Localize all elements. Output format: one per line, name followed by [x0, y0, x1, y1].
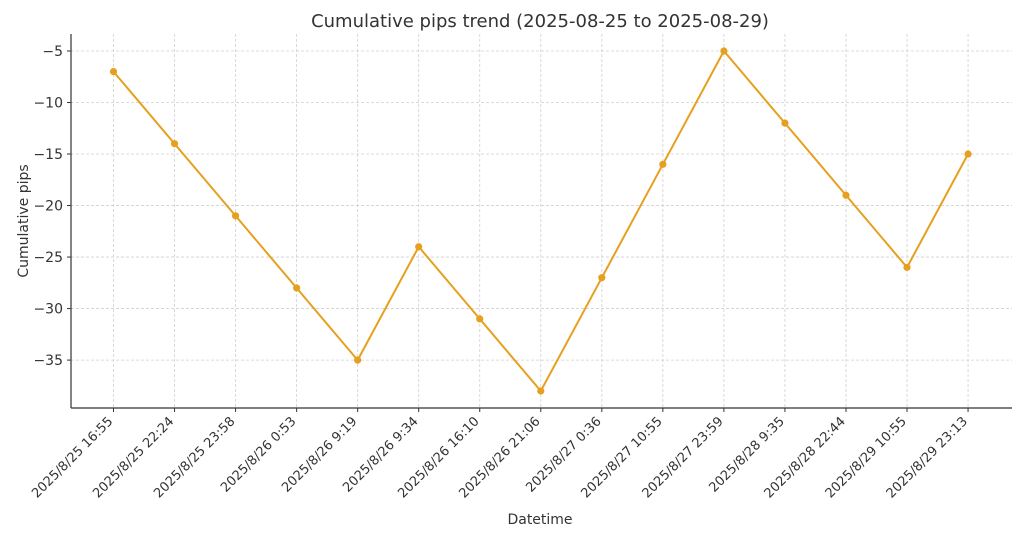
y-axis-ticks: −5 −10 −15 −20 −25 −30 −35 [33, 44, 71, 369]
x-axis-label: Datetime [507, 512, 572, 528]
data-point [109, 68, 118, 76]
series-cumulative-pips [109, 47, 972, 395]
data-point [842, 191, 850, 199]
y-axis-label: Cumulative pips [16, 164, 32, 277]
data-point [720, 47, 728, 55]
data-point [781, 119, 789, 127]
grid-lines [71, 34, 1012, 408]
data-point [903, 263, 911, 271]
chart-title: Cumulative pips trend (2025-08-25 to 202… [311, 11, 769, 32]
data-point [231, 212, 240, 220]
y-tick-label: −20 [33, 199, 63, 215]
data-point [415, 243, 423, 251]
y-tick-label: −10 [33, 96, 63, 112]
data-point [598, 274, 606, 282]
y-tick-label: −25 [33, 250, 63, 266]
data-point [170, 140, 179, 148]
data-point [659, 160, 667, 168]
y-tick-label: −35 [33, 353, 63, 369]
y-tick-label: −5 [42, 44, 63, 60]
data-point [476, 315, 484, 323]
axes [70, 34, 1012, 409]
y-tick-label: −15 [33, 147, 63, 163]
data-point [964, 150, 972, 158]
data-point [354, 356, 362, 364]
data-point [293, 284, 301, 292]
y-tick-label: −30 [33, 302, 63, 318]
data-point [537, 387, 545, 395]
